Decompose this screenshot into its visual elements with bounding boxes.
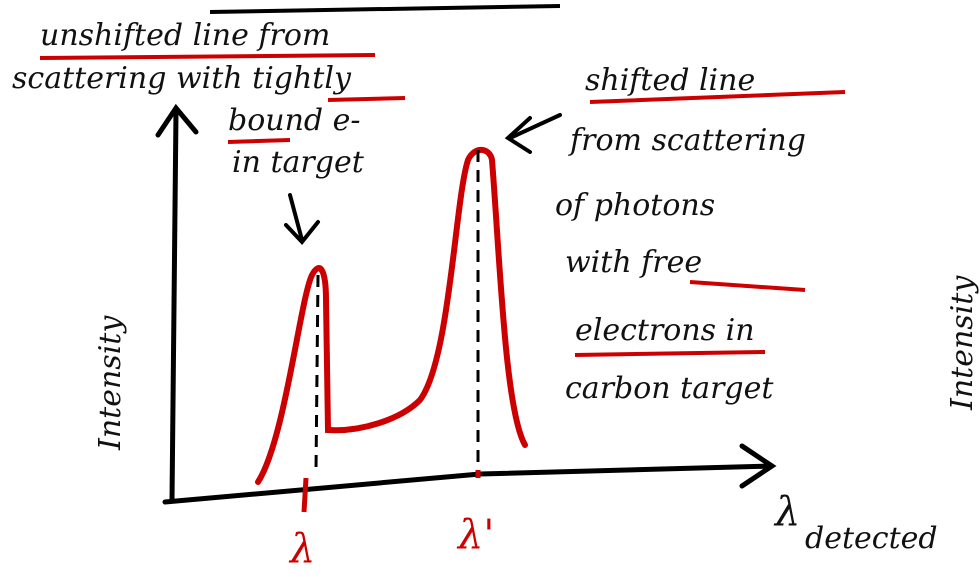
annotation-text: with free	[565, 245, 702, 280]
peak-guide	[316, 150, 478, 470]
annotation-text: unshifted line from	[40, 18, 330, 53]
annotation-text: carbon target	[565, 371, 774, 406]
annotation-text: electrons in	[575, 313, 755, 348]
top-stroke	[210, 6, 560, 12]
diagram: unshifted line from scattering with tigh…	[0, 0, 980, 577]
arrow	[508, 115, 560, 152]
x-axis-subscript: detected	[805, 521, 938, 556]
x-axis-label: λ	[773, 489, 800, 535]
y-axis-label: Intensity	[945, 275, 980, 411]
annotation-text: scattering with tightly	[12, 61, 352, 96]
peak-label: λ	[288, 526, 315, 572]
arrow	[286, 195, 318, 242]
y-axis-label: Intensity	[93, 315, 128, 451]
peak-label: λ'	[456, 512, 494, 558]
x-axis	[165, 446, 772, 502]
annotation-text: in target	[232, 145, 365, 180]
annotation-text: shifted line	[585, 63, 755, 98]
annotation-text: bound e-	[228, 103, 361, 138]
y-axis	[158, 108, 196, 500]
annotation-text: of photons	[555, 188, 715, 223]
annotation-text: from scattering	[568, 123, 806, 158]
underline	[40, 55, 845, 355]
spectrum-curve	[258, 150, 525, 482]
